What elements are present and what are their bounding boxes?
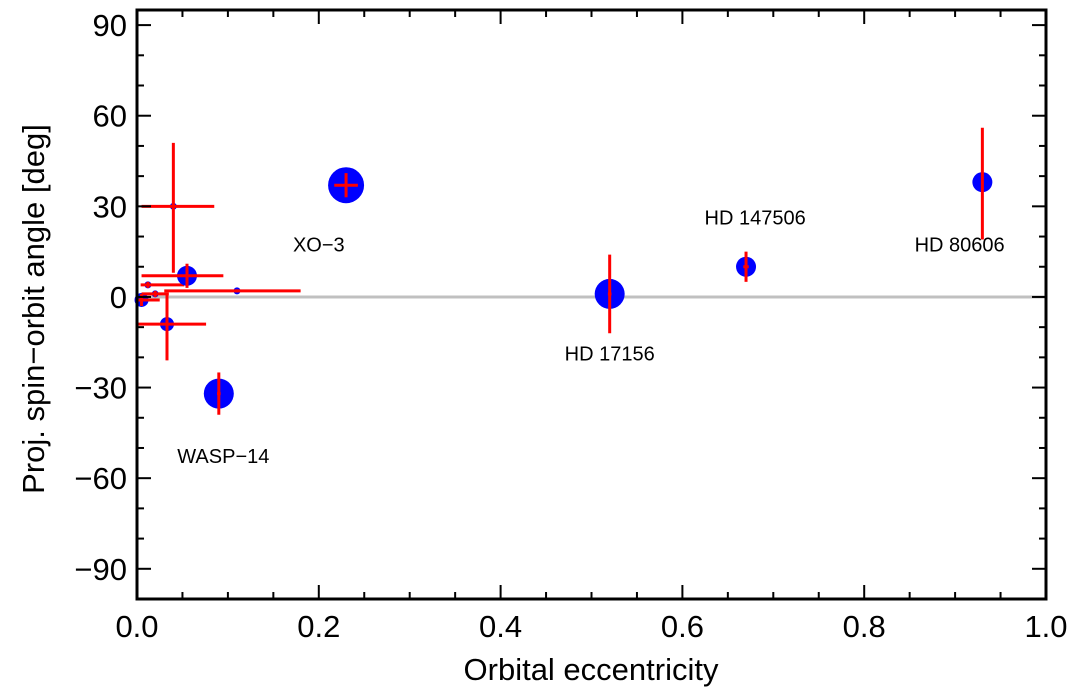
x-tick-label: 0.2 <box>297 609 340 644</box>
data-point <box>141 142 215 273</box>
point-annotation: XO−3 <box>293 235 345 257</box>
x-tick-label: 1.0 <box>1024 609 1067 644</box>
x-tick-label: 0.6 <box>661 609 704 644</box>
x-tick-label: 0.8 <box>843 609 886 644</box>
y-tick-label: 30 <box>93 189 127 224</box>
y-tick-label: −90 <box>74 552 127 587</box>
data-point <box>328 167 365 204</box>
axes: 0.0 0.2 0.4 0.6 0.8 1.0 90 60 30 0 −30 −60 −90 <box>74 8 1067 644</box>
data-point <box>141 290 169 298</box>
data-point <box>140 281 185 289</box>
data-point <box>141 263 224 288</box>
y-tick-label: 0 <box>110 280 127 315</box>
plot-frame <box>135 8 1048 601</box>
x-axis-title: Orbital eccentricity <box>464 652 719 687</box>
annotations: WASP−14 XO−3 HD 17156 HD 147506 HD 80606 <box>177 207 1004 468</box>
point-annotation: HD 17156 <box>565 343 655 365</box>
data-point <box>203 372 234 415</box>
x-tick-label: 0.4 <box>479 609 522 644</box>
point-annotation: HD 80606 <box>915 235 1005 257</box>
data-point <box>594 254 625 334</box>
y-tick-label: 90 <box>93 8 127 43</box>
data-point <box>137 293 207 361</box>
y-tick-label: −60 <box>74 461 127 496</box>
y-tick-label: −30 <box>74 371 127 406</box>
data-points <box>134 127 993 415</box>
point-annotation: WASP−14 <box>177 446 269 468</box>
y-tick-label: 60 <box>93 99 127 134</box>
data-point <box>736 251 757 282</box>
y-axis-title: Proj. spin−orbit angle [deg] <box>16 124 51 494</box>
data-point <box>164 287 301 295</box>
data-point <box>972 127 993 240</box>
point-annotation: HD 147506 <box>705 207 806 229</box>
x-tick-label: 0.0 <box>115 609 158 644</box>
